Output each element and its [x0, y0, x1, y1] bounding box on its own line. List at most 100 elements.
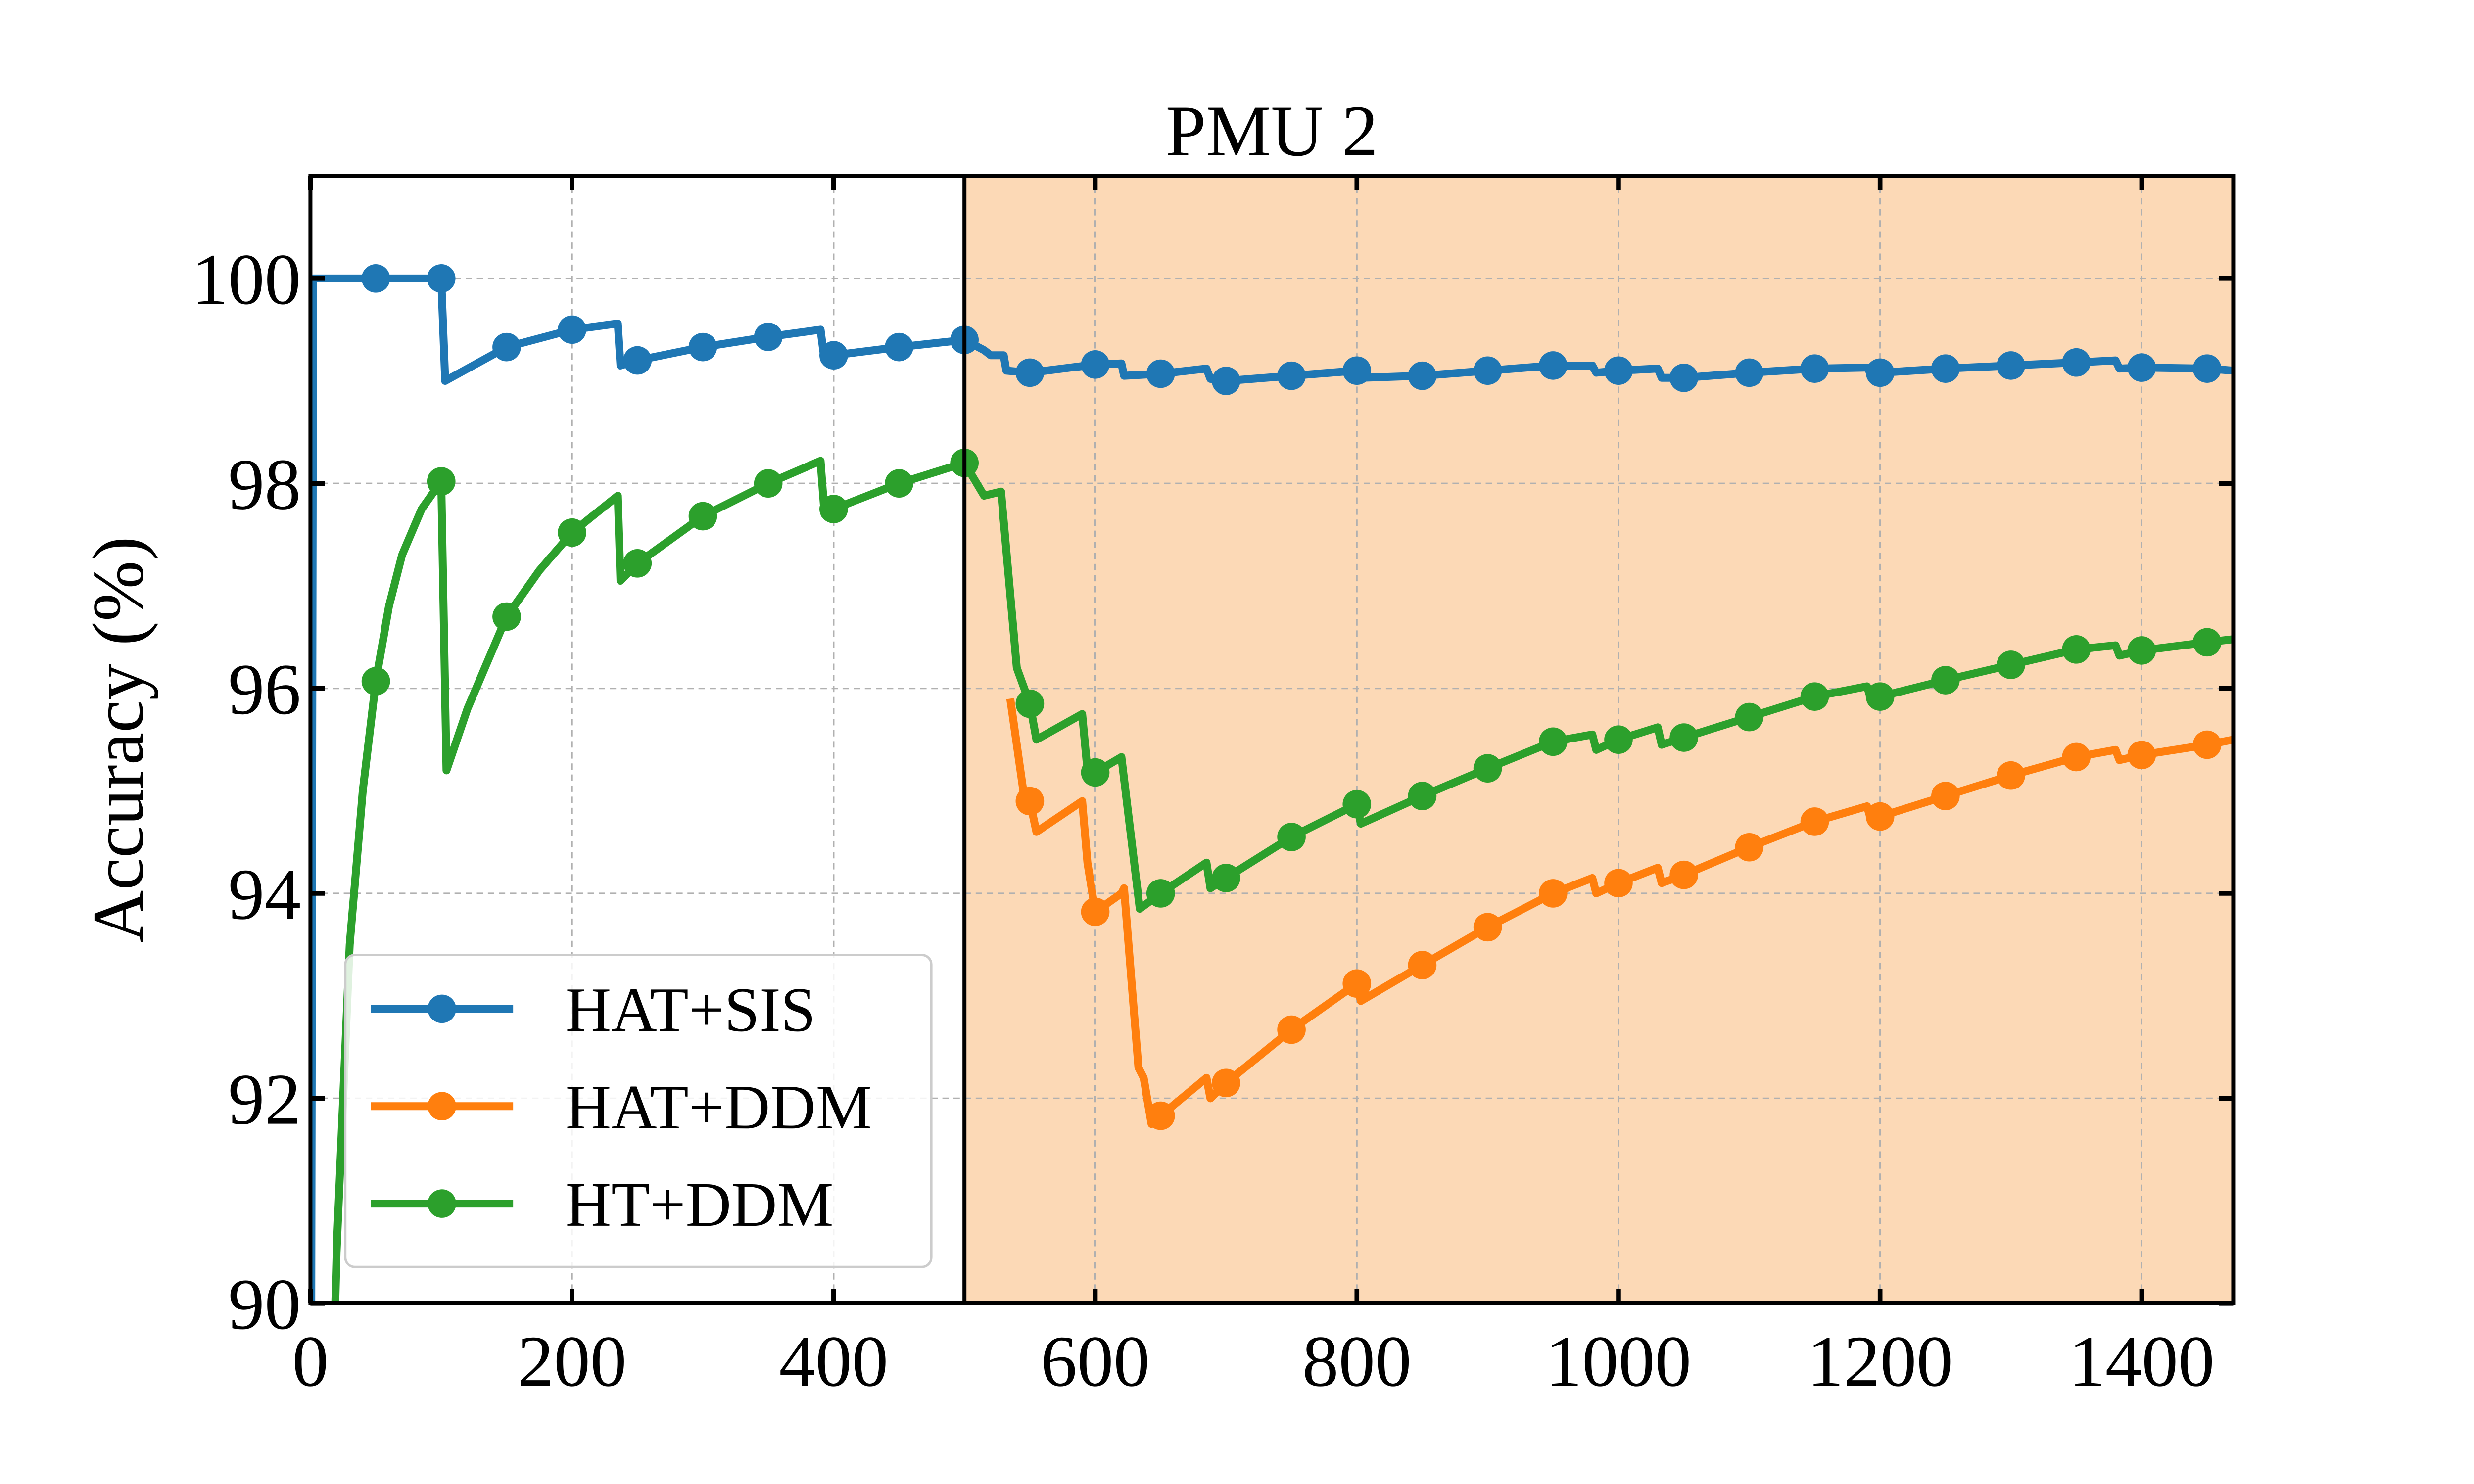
- data-point-ht-ddm: [1408, 782, 1437, 810]
- legend-box: [344, 954, 933, 1268]
- data-point-hat-sis: [819, 341, 848, 370]
- data-point-hat-ddm: [1473, 913, 1502, 942]
- data-point-hat-ddm: [1015, 787, 1045, 816]
- data-point-hat-ddm: [1735, 833, 1764, 862]
- data-point-ht-ddm: [1277, 823, 1306, 851]
- data-point-hat-sis: [688, 332, 717, 362]
- data-point-hat-ddm: [1342, 969, 1372, 998]
- data-point-hat-sis: [754, 323, 783, 351]
- data-point-hat-sis: [427, 264, 456, 293]
- data-point-hat-ddm: [1538, 879, 1568, 908]
- data-point-ht-ddm: [1865, 682, 1895, 711]
- data-point-ht-ddm: [1604, 725, 1633, 754]
- data-point-hat-ddm: [1865, 802, 1895, 831]
- x-tick-label: 800: [1302, 1321, 1412, 1401]
- data-point-hat-ddm: [1604, 869, 1633, 898]
- data-point-hat-sis: [1735, 358, 1764, 387]
- x-tick-label: 1200: [1807, 1321, 1952, 1401]
- y-tick-label: 98: [228, 444, 301, 524]
- data-point-hat-sis: [2192, 354, 2222, 383]
- y-tick-label: 100: [191, 239, 301, 320]
- data-point-hat-sis: [1800, 354, 1829, 383]
- data-point-ht-ddm: [819, 495, 848, 523]
- data-point-ht-ddm: [2127, 636, 2156, 665]
- data-point-hat-sis: [2062, 348, 2091, 377]
- data-point-ht-ddm: [427, 467, 456, 496]
- data-point-hat-ddm: [1212, 1068, 1240, 1098]
- data-point-hat-sis: [1212, 367, 1240, 395]
- series-hat-sis: [310, 264, 2234, 1303]
- data-point-ht-ddm: [1212, 864, 1240, 892]
- data-point-ht-ddm: [361, 667, 390, 696]
- series-hat-ddm: [1006, 698, 2234, 1130]
- legend-marker-hat-sis: [428, 994, 456, 1023]
- data-point-hat-sis: [2127, 353, 2156, 382]
- chart-title: PMU 2: [1166, 91, 1379, 171]
- data-point-ht-ddm: [492, 602, 521, 631]
- data-point-hat-sis: [1342, 356, 1372, 385]
- data-point-hat-ddm: [1146, 1101, 1175, 1130]
- data-point-hat-sis: [1081, 350, 1110, 379]
- x-tick-label: 400: [779, 1321, 888, 1401]
- y-tick-label: 90: [228, 1264, 301, 1345]
- x-tick-label: 200: [518, 1321, 627, 1401]
- data-point-hat-sis: [492, 332, 521, 362]
- data-point-ht-ddm: [2192, 628, 2222, 657]
- data-point-hat-sis: [1865, 358, 1895, 387]
- data-point-hat-sis: [623, 346, 652, 375]
- x-tick-label: 1400: [2069, 1321, 2214, 1401]
- y-axis-label: Accuracy (%): [78, 536, 158, 943]
- data-point-hat-sis: [1997, 351, 2025, 380]
- data-point-ht-ddm: [1342, 789, 1372, 819]
- data-point-ht-ddm: [1473, 754, 1502, 783]
- shaded-region: [964, 176, 2234, 1303]
- data-point-hat-ddm: [1277, 1015, 1306, 1044]
- data-point-ht-ddm: [1735, 702, 1764, 732]
- data-point-ht-ddm: [623, 549, 652, 578]
- data-point-hat-ddm: [1408, 951, 1437, 979]
- data-point-hat-ddm: [2192, 730, 2222, 759]
- x-tick-label: 600: [1041, 1321, 1150, 1401]
- data-point-ht-ddm: [1800, 682, 1829, 711]
- data-point-hat-ddm: [1800, 807, 1829, 836]
- data-point-hat-ddm: [1669, 860, 1698, 889]
- data-point-ht-ddm: [1538, 727, 1568, 756]
- data-point-hat-sis: [1604, 356, 1633, 385]
- plot-frame: [308, 174, 2236, 1305]
- data-point-hat-sis: [1473, 356, 1502, 385]
- legend-label-ht-ddm: HT+DDM: [566, 1169, 834, 1240]
- data-point-hat-sis: [1408, 361, 1437, 390]
- data-point-ht-ddm: [1081, 758, 1110, 787]
- data-point-ht-ddm: [558, 518, 586, 547]
- data-point-hat-ddm: [1931, 782, 1960, 810]
- data-point-hat-ddm: [1997, 761, 2025, 790]
- y-tick-label: 94: [228, 854, 301, 934]
- data-point-ht-ddm: [688, 502, 717, 531]
- data-point-hat-ddm: [2062, 742, 2091, 772]
- data-point-ht-ddm: [1146, 879, 1175, 908]
- legend-label-hat-sis: HAT+SIS: [566, 974, 816, 1045]
- data-point-hat-sis: [1931, 354, 1960, 383]
- data-point-hat-sis: [1538, 351, 1568, 380]
- data-point-ht-ddm: [2062, 635, 2091, 664]
- data-point-ht-ddm: [885, 469, 913, 498]
- data-point-hat-sis: [1277, 361, 1306, 390]
- data-point-ht-ddm: [1015, 689, 1045, 718]
- data-point-hat-sis: [558, 315, 586, 344]
- y-tick-label: 96: [228, 649, 301, 730]
- x-tick-label: 0: [292, 1321, 329, 1401]
- data-point-ht-ddm: [754, 469, 783, 498]
- data-point-hat-ddm: [1081, 897, 1110, 927]
- legend-marker-ht-ddm: [428, 1189, 456, 1218]
- data-point-hat-sis: [1146, 359, 1175, 388]
- data-point-ht-ddm: [1669, 723, 1698, 752]
- data-point-hat-sis: [1015, 358, 1045, 387]
- series-ht-ddm: [331, 448, 2234, 1303]
- data-point-ht-ddm: [1931, 666, 1960, 695]
- legend-marker-hat-ddm: [428, 1092, 456, 1121]
- data-point-hat-sis: [361, 264, 390, 293]
- data-point-hat-sis: [1669, 363, 1698, 392]
- data-point-ht-ddm: [1997, 650, 2025, 679]
- legend: HAT+SIS HAT+DDM HT+DDM: [344, 954, 933, 1268]
